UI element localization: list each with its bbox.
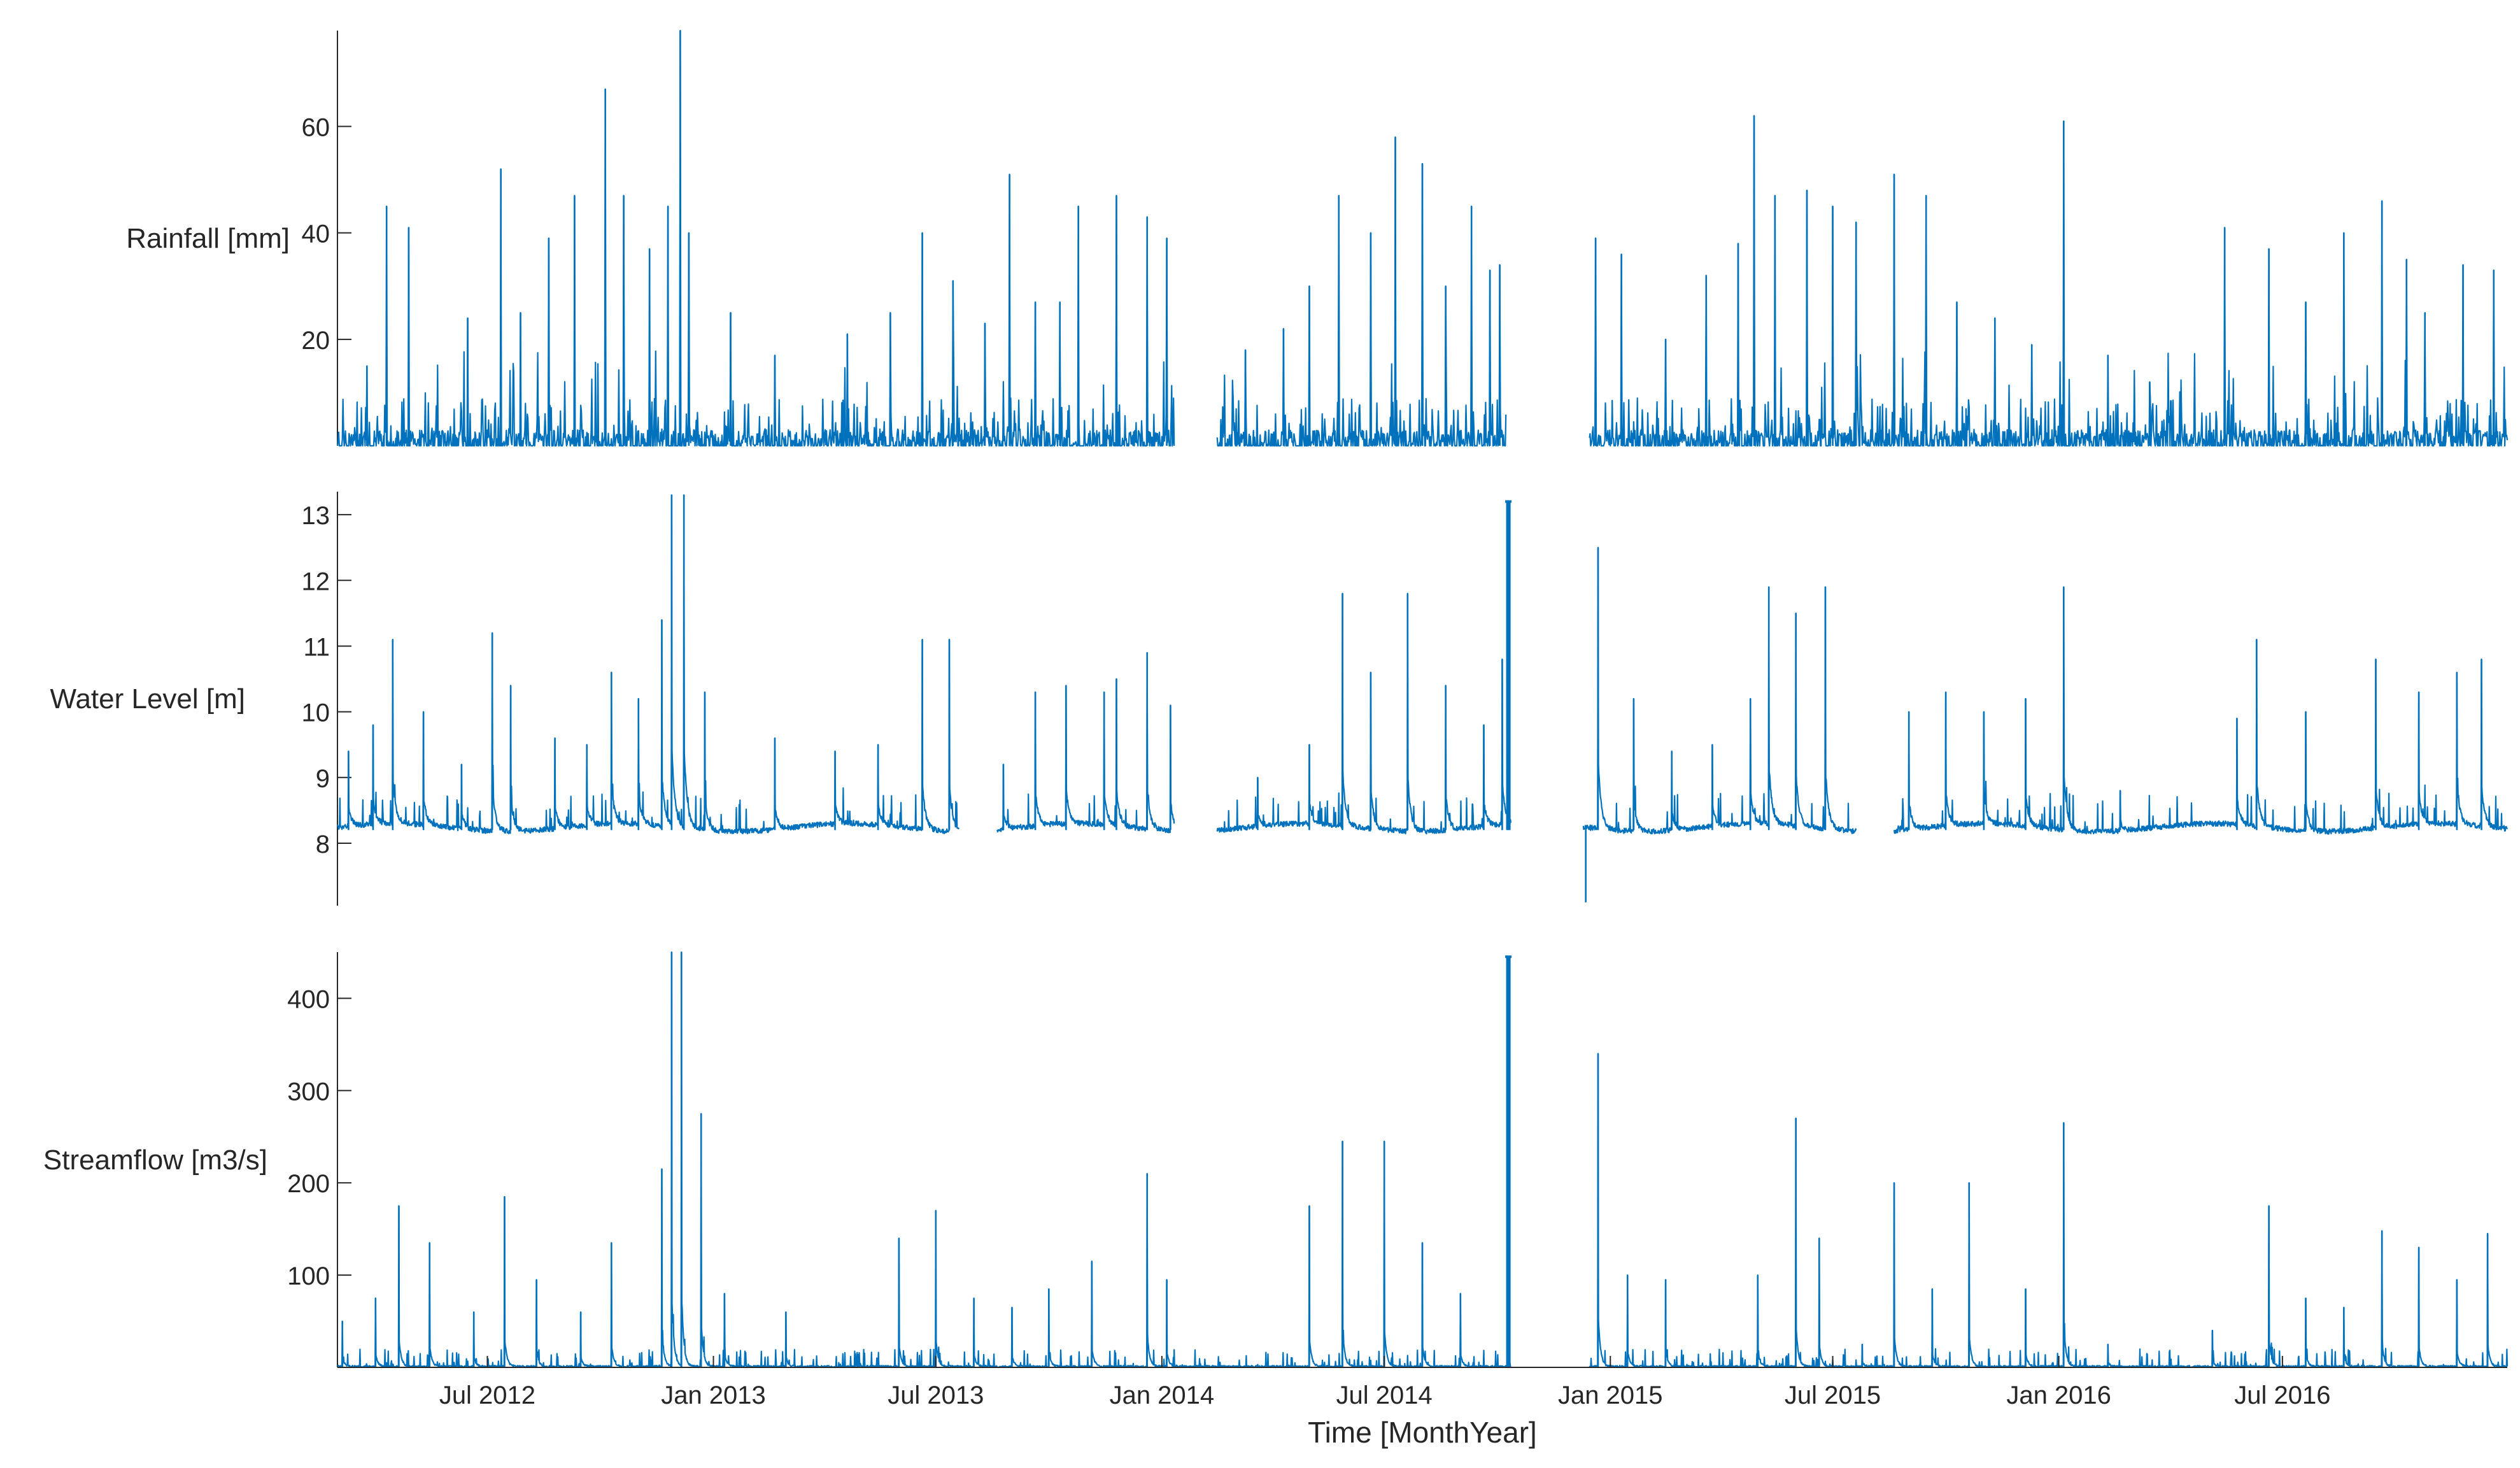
x-tick-label: Jul 2014 bbox=[1336, 1381, 1433, 1409]
rainfall-y-tick-label: 40 bbox=[302, 220, 330, 248]
water_level-panel: 8 9 10 11 12 13 Water Level [m] bbox=[50, 492, 2509, 906]
x-tick-label: Jan 2014 bbox=[1110, 1381, 1215, 1409]
water_level-y-tick-label: 8 bbox=[316, 830, 330, 859]
x-tick-label: Jul 2012 bbox=[439, 1381, 535, 1409]
streamflow-y-tick-label: 200 bbox=[287, 1170, 330, 1198]
streamflow-y-tick-label: 300 bbox=[287, 1078, 330, 1106]
streamflow-y-tick-label: 400 bbox=[287, 985, 330, 1013]
water_level-y-tick-label: 10 bbox=[302, 699, 330, 727]
water_level-y-tick-label: 11 bbox=[303, 633, 330, 661]
x-axis-title: Time [MonthYear] bbox=[1308, 1416, 1537, 1449]
water_level-series-line bbox=[337, 494, 2509, 835]
water_level-y-tick-label: 12 bbox=[302, 567, 330, 595]
streamflow-panel: 100 200 300 400 Streamflow [m3/s] bbox=[43, 951, 2509, 1369]
water_level-y-tick-label: 9 bbox=[316, 765, 330, 793]
rainfall-panel: 20 40 60 Rainfall [mm] bbox=[126, 29, 2509, 447]
x-tick-label: Jul 2013 bbox=[888, 1381, 984, 1409]
rainfall-y-tick-label: 60 bbox=[302, 113, 330, 141]
x-tick-label: Jan 2013 bbox=[661, 1381, 766, 1409]
streamflow-y-axis-title: Streamflow [m3/s] bbox=[43, 1144, 267, 1176]
rainfall-y-axis-title: Rainfall [mm] bbox=[126, 223, 290, 254]
x-tick-label: Jan 2016 bbox=[2006, 1381, 2111, 1409]
streamflow-y-tick-label: 100 bbox=[287, 1262, 330, 1290]
x-tick-label: Jul 2015 bbox=[1785, 1381, 1881, 1409]
x-tick-label: Jul 2016 bbox=[2234, 1381, 2330, 1409]
streamflow-series-line bbox=[337, 951, 2509, 1369]
water_level-y-axis-title: Water Level [m] bbox=[50, 683, 245, 715]
x-tick-label: Jan 2015 bbox=[1558, 1381, 1663, 1409]
water_level-y-tick-label: 13 bbox=[302, 502, 330, 530]
rainfall-y-tick-label: 20 bbox=[302, 327, 330, 355]
